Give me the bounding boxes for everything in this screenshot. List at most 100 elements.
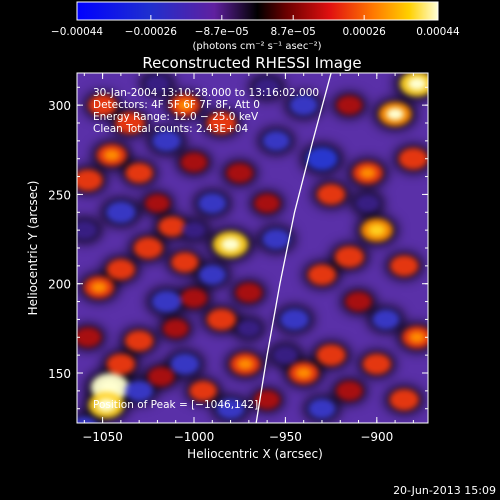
image-blob: [189, 380, 217, 402]
image-blob: [362, 353, 392, 375]
image-blob: [198, 264, 227, 285]
image-blob: [272, 345, 299, 365]
image-blob: [216, 398, 245, 420]
image-blob: [289, 94, 318, 116]
image-blob: [170, 353, 200, 375]
image-blob: [77, 169, 103, 191]
image-blob: [307, 264, 337, 286]
observation-info: 30-Jan-2004 13:10:28.000 to 13:16:02.000…: [93, 87, 319, 135]
image-blob: [336, 380, 363, 401]
image-blob: [77, 220, 98, 241]
x-tick-label: −1000: [174, 430, 215, 444]
image-blob-core: [386, 108, 404, 121]
x-tick-label: −900: [360, 430, 393, 444]
image-blob: [206, 308, 237, 331]
x-axis-ticks: −1050 −1000 −950 −900: [82, 73, 414, 444]
image-blob: [372, 309, 400, 330]
image-blob-core: [295, 367, 312, 379]
image-blob: [226, 163, 254, 183]
colorbar: −0.00044 −0.00026 −8.7e−05 8.7e−05 0.00026 0.…: [51, 1, 460, 52]
image-blob-core: [96, 398, 116, 412]
image-blob: [253, 77, 281, 98]
image-blob: [158, 216, 186, 237]
image-blob: [180, 152, 208, 173]
colorbar-tick-label: 0.00044: [416, 26, 460, 38]
image-blobs: [77, 73, 428, 423]
image-blob: [181, 221, 207, 240]
image-blob: [124, 330, 154, 352]
image-blob: [147, 366, 175, 387]
image-blob-core: [407, 77, 427, 91]
image-blob: [144, 194, 170, 213]
y-axis-ticks: 150 200 250 300: [48, 86, 428, 410]
chart-title: Reconstructed RHESSI Image: [142, 54, 361, 72]
y-tick-label: 150: [48, 367, 71, 381]
solar-limb-curve: [255, 73, 332, 423]
image-blob-core: [409, 331, 425, 343]
colorbar-tick-label: −0.00044: [51, 26, 104, 38]
image-blob: [316, 183, 346, 205]
image-blob: [162, 318, 189, 338]
image-blob: [106, 353, 136, 375]
colorbar-tick-label: 0.00026: [342, 26, 386, 38]
image-blob-core: [359, 167, 376, 179]
image-blob: [345, 291, 372, 312]
colorbar-tick-label: −0.00026: [125, 26, 178, 38]
image-blob-core: [237, 358, 254, 370]
image-blob: [334, 246, 365, 268]
image-blob: [77, 416, 98, 423]
image-blob: [106, 258, 136, 280]
image-blob: [105, 201, 136, 224]
image-blob-core: [90, 281, 107, 293]
colorbar-gradient: [76, 1, 439, 21]
image-blob: [124, 380, 154, 402]
x-tick-label: −1050: [82, 430, 123, 444]
image-blob-core: [221, 237, 240, 251]
image-blob: [355, 194, 381, 213]
image-blob: [151, 130, 182, 152]
image-blob: [151, 290, 182, 313]
peak-position-label: Position of Peak = [−1046,142]: [93, 399, 258, 411]
image-blob: [171, 252, 199, 273]
image-blob-core: [176, 99, 193, 111]
image-blob: [262, 130, 291, 152]
image-blob: [279, 308, 310, 331]
info-line: Detectors: 4F 5F 6F 7F 8F, Att 0: [93, 99, 260, 111]
image-blob: [133, 237, 163, 259]
colorbar-tick-label: 8.7e−05: [271, 26, 316, 38]
image-blob: [198, 192, 227, 214]
image-blob: [305, 146, 338, 171]
image-blob: [398, 147, 428, 170]
image-blob-core: [103, 149, 120, 161]
y-tick-label: 250: [48, 188, 71, 202]
x-axis-label: Heliocentric X (arcsec): [187, 447, 323, 461]
image-blob: [180, 288, 208, 308]
image-blob: [206, 112, 237, 134]
image-blob: [236, 319, 261, 338]
plot-timestamp: 20-Jun-2013 15:09: [393, 484, 496, 497]
image-blob: [389, 255, 419, 277]
image-blob: [77, 327, 102, 348]
image-blob: [389, 388, 419, 411]
info-line: 30-Jan-2004 13:10:28.000 to 13:16:02.000: [93, 87, 319, 99]
image-blob: [262, 228, 291, 250]
info-line: Energy Range: 12.0 − 25.0 keV: [93, 111, 259, 123]
colorbar-units-label: (photons cm⁻² s⁻¹ asec⁻²): [192, 41, 321, 52]
y-tick-label: 200: [48, 278, 71, 292]
image-plot-area: [77, 73, 428, 423]
colorbar-ticks: −0.00044 −0.00026 −8.7e−05 8.7e−05 0.00026 0.…: [51, 15, 460, 38]
image-blob: [316, 344, 346, 366]
y-tick-label: 300: [48, 99, 71, 113]
blob-core-layer: [77, 73, 428, 423]
x-tick-label: −950: [269, 430, 302, 444]
image-blob: [115, 112, 145, 134]
image-blob: [88, 94, 117, 116]
image-blob: [336, 95, 363, 115]
image-blob: [254, 193, 281, 213]
image-blob: [308, 398, 336, 419]
image-blob: [144, 74, 171, 94]
image-blob: [125, 162, 153, 184]
image-blob: [235, 282, 263, 303]
image-blob-core: [99, 380, 120, 395]
